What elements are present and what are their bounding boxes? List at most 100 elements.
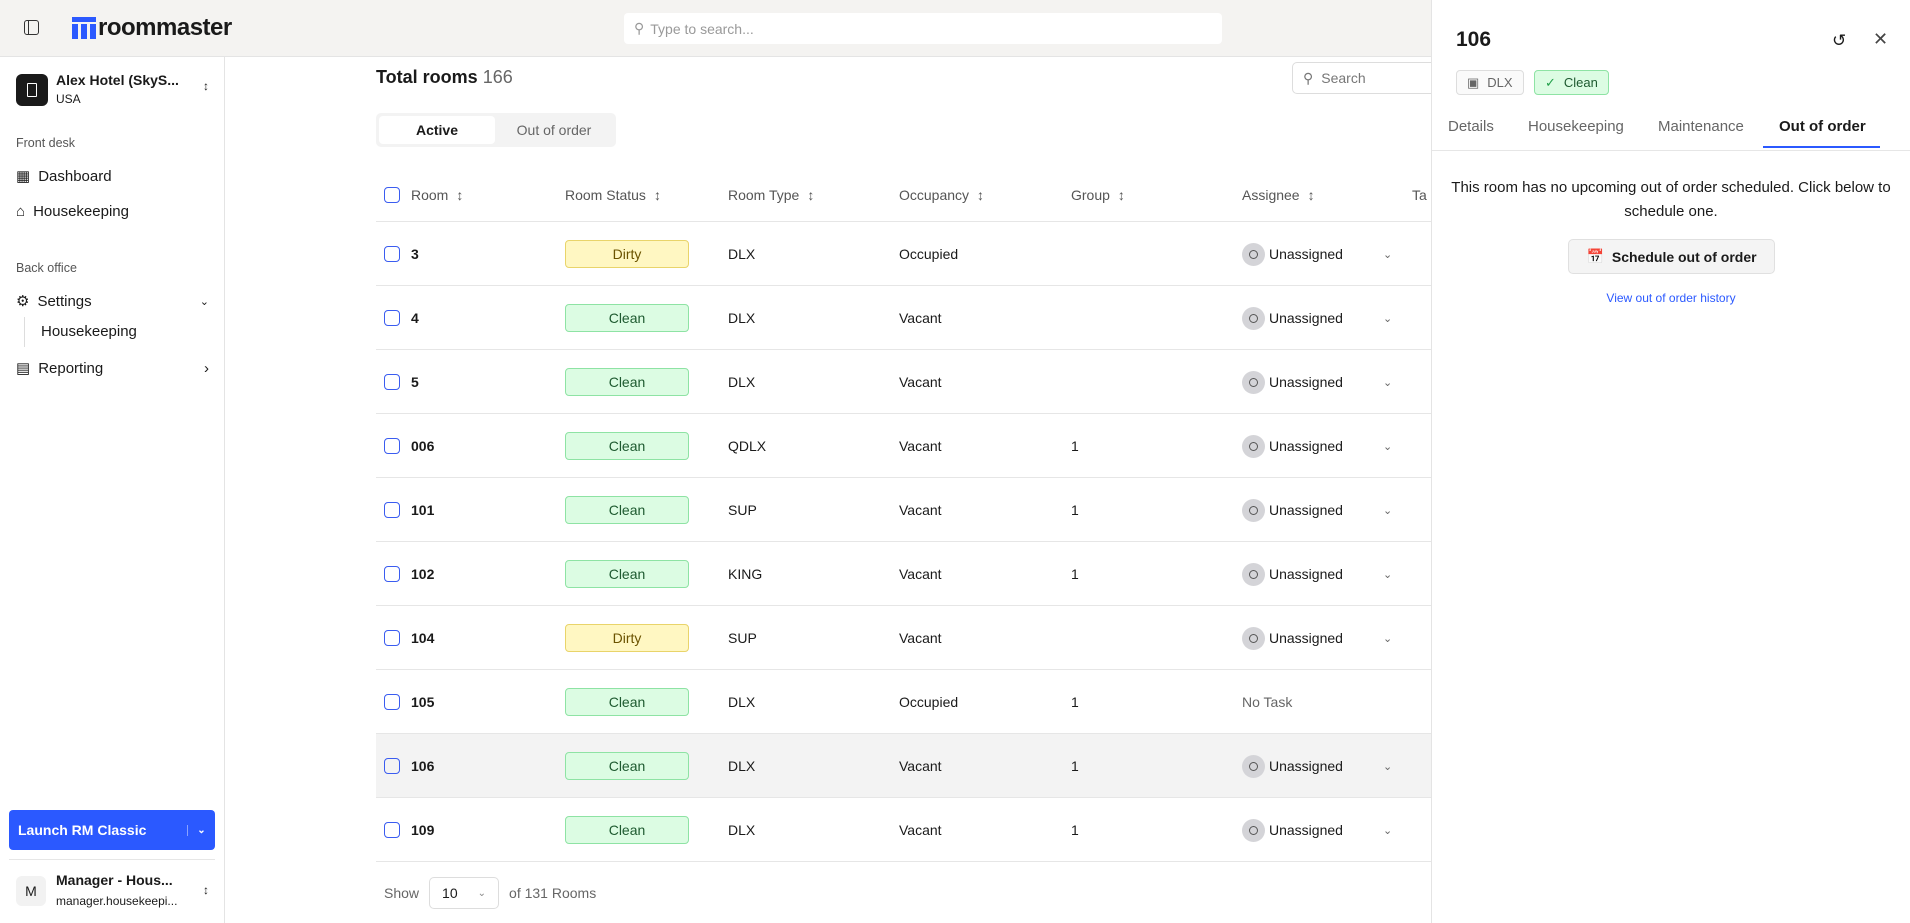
label: Room Status xyxy=(565,187,646,203)
status-badge: Clean xyxy=(565,816,689,844)
close-icon[interactable]: ✕ xyxy=(1873,29,1889,49)
col-occupancy[interactable]: Occupancy ↕ xyxy=(899,187,984,203)
room-number: 109 xyxy=(411,822,435,838)
col-group[interactable]: Group ↕ xyxy=(1071,187,1125,203)
assignee[interactable]: Unassigned xyxy=(1242,606,1343,670)
col-assignee[interactable]: Assignee ↕ xyxy=(1242,187,1315,203)
row-checkbox[interactable] xyxy=(384,694,400,710)
chevron-updown-icon[interactable]: ↕ xyxy=(203,883,209,897)
row-checkbox[interactable] xyxy=(384,566,400,582)
user-icon xyxy=(1242,818,1265,842)
chevron-right-icon: › xyxy=(204,359,209,377)
room-search-input[interactable]: ⚲ Search xyxy=(1292,62,1452,94)
table-row[interactable]: 109 Clean DLX Vacant 1 Unassigned ⌄ xyxy=(376,798,1431,862)
assignee[interactable]: Unassigned xyxy=(1242,478,1343,542)
room-detail-panel: 106 ↺ ✕ ▣ DLX ✓ Clean Details Housekeeping… xyxy=(1431,0,1910,923)
tab-details[interactable]: Details xyxy=(1448,118,1494,135)
global-search-input[interactable]: ⚲ Type to search... xyxy=(624,13,1222,44)
sidebar-item-housekeeping[interactable]: ⌂ Housekeeping xyxy=(16,203,129,220)
chevron-down-icon[interactable]: ⌄ xyxy=(1383,632,1393,645)
chevron-down-icon[interactable]: ⌄ xyxy=(1383,504,1393,517)
tabs-divider xyxy=(1432,150,1910,151)
hotel-country: USA xyxy=(56,92,81,106)
row-checkbox[interactable] xyxy=(384,630,400,646)
table-row[interactable]: 4 Clean DLX Vacant Unassigned ⌄ xyxy=(376,286,1431,350)
row-checkbox[interactable] xyxy=(384,502,400,518)
table-row[interactable]: 3 Dirty DLX Occupied Unassigned ⌄ xyxy=(376,222,1431,286)
occupancy: Vacant xyxy=(899,502,942,518)
assignee[interactable]: Unassigned xyxy=(1242,798,1343,862)
hotel-icon xyxy=(16,74,48,106)
col-room-status[interactable]: Room Status ↕ xyxy=(565,187,661,203)
tab-active[interactable]: Active xyxy=(379,116,495,144)
section-front-desk: Front desk xyxy=(16,136,76,150)
user-icon xyxy=(1242,562,1265,586)
row-checkbox[interactable] xyxy=(384,374,400,390)
check-circle-icon: ✓ xyxy=(1545,74,1556,90)
total-label: of 131 Rooms xyxy=(509,885,597,901)
col-room[interactable]: Room ↕ xyxy=(411,187,463,203)
sidebar-toggle-icon[interactable] xyxy=(24,20,39,35)
table-row[interactable]: 5 Clean DLX Vacant Unassigned ⌄ xyxy=(376,350,1431,414)
chevron-updown-icon[interactable]: ↕ xyxy=(203,79,209,93)
label: Housekeeping xyxy=(41,323,137,340)
table-row[interactable]: 102 Clean KING Vacant 1 Unassigned ⌄ xyxy=(376,542,1431,606)
chevron-down-icon[interactable]: ⌄ xyxy=(1383,312,1393,325)
chevron-down-icon[interactable]: ⌄ xyxy=(1383,376,1393,389)
table-row[interactable]: 006 Clean QDLX Vacant 1 Unassigned ⌄ xyxy=(376,414,1431,478)
row-checkbox[interactable] xyxy=(384,758,400,774)
table-row[interactable]: 101 Clean SUP Vacant 1 Unassigned ⌄ xyxy=(376,478,1431,542)
user-name[interactable]: Manager - Hous... xyxy=(56,872,173,888)
assignee[interactable]: Unassigned xyxy=(1242,222,1343,286)
assignee[interactable]: Unassigned xyxy=(1242,414,1343,478)
assignee[interactable]: Unassigned xyxy=(1242,350,1343,414)
chevron-down-icon[interactable]: ⌄ xyxy=(1383,440,1393,453)
chevron-down-icon[interactable]: ⌄ xyxy=(1383,760,1393,773)
sidebar-item-reporting[interactable]: ▤ Reporting › xyxy=(16,359,209,378)
table-row[interactable]: 104 Dirty SUP Vacant Unassigned ⌄ xyxy=(376,606,1431,670)
sidebar-item-settings[interactable]: ⚙ Settings ⌄ xyxy=(16,292,209,311)
assignee[interactable]: Unassigned xyxy=(1242,542,1343,606)
tab-housekeeping[interactable]: Housekeeping xyxy=(1528,118,1624,135)
history-icon[interactable]: ↺ xyxy=(1832,31,1847,50)
table-row[interactable]: 105 Clean DLX Occupied 1 No Task xyxy=(376,670,1431,734)
row-checkbox[interactable] xyxy=(384,310,400,326)
col-task[interactable]: Ta xyxy=(1412,187,1427,203)
schedule-out-of-order-button[interactable]: 📅 Schedule out of order xyxy=(1568,239,1775,274)
sidebar-item-settings-housekeeping[interactable]: Housekeeping xyxy=(41,323,137,340)
user-icon xyxy=(1242,626,1265,650)
sidebar-item-dashboard[interactable]: ▦ Dashboard xyxy=(16,167,112,186)
assignee-name: Unassigned xyxy=(1269,758,1343,774)
bed-icon: ▣ xyxy=(1467,74,1480,90)
select-all-checkbox[interactable] xyxy=(384,187,400,203)
label: Room xyxy=(411,187,449,203)
chevron-down-icon[interactable]: ⌄ xyxy=(1383,248,1393,261)
assignee[interactable]: Unassigned xyxy=(1242,286,1343,350)
title: Total rooms xyxy=(376,67,478,87)
tab-out-of-order[interactable]: Out of order xyxy=(516,122,592,138)
group: 1 xyxy=(1071,822,1079,838)
assignee-name: Unassigned xyxy=(1269,566,1343,582)
table-row[interactable]: 106 Clean DLX Vacant 1 Unassigned ⌄ xyxy=(376,734,1431,798)
status-badge: Dirty xyxy=(565,240,689,268)
page-size-select[interactable]: 10 ⌄ xyxy=(429,877,500,909)
row-checkbox[interactable] xyxy=(384,438,400,454)
group: 1 xyxy=(1071,758,1079,774)
hotel-name[interactable]: Alex Hotel (SkyS... xyxy=(56,72,179,88)
chevron-down-icon[interactable]: ⌄ xyxy=(187,824,215,836)
room-type: QDLX xyxy=(728,438,767,454)
assignee-name: Unassigned xyxy=(1269,822,1343,838)
search-icon: ⚲ xyxy=(1303,69,1314,86)
occupancy: Vacant xyxy=(899,758,942,774)
chevron-down-icon[interactable]: ⌄ xyxy=(1383,568,1393,581)
room-number: 105 xyxy=(411,694,435,710)
chevron-down-icon[interactable]: ⌄ xyxy=(1383,824,1393,837)
row-checkbox[interactable] xyxy=(384,822,400,838)
col-room-type[interactable]: Room Type ↕ xyxy=(728,187,814,203)
row-checkbox[interactable] xyxy=(384,246,400,262)
launch-rm-classic-button[interactable]: Launch RM Classic ⌄ xyxy=(9,810,215,850)
view-history-link[interactable]: View out of order history xyxy=(1606,291,1736,305)
tab-out-of-order[interactable]: Out of order xyxy=(1779,118,1866,135)
tab-maintenance[interactable]: Maintenance xyxy=(1658,118,1744,135)
assignee[interactable]: Unassigned xyxy=(1242,734,1343,798)
